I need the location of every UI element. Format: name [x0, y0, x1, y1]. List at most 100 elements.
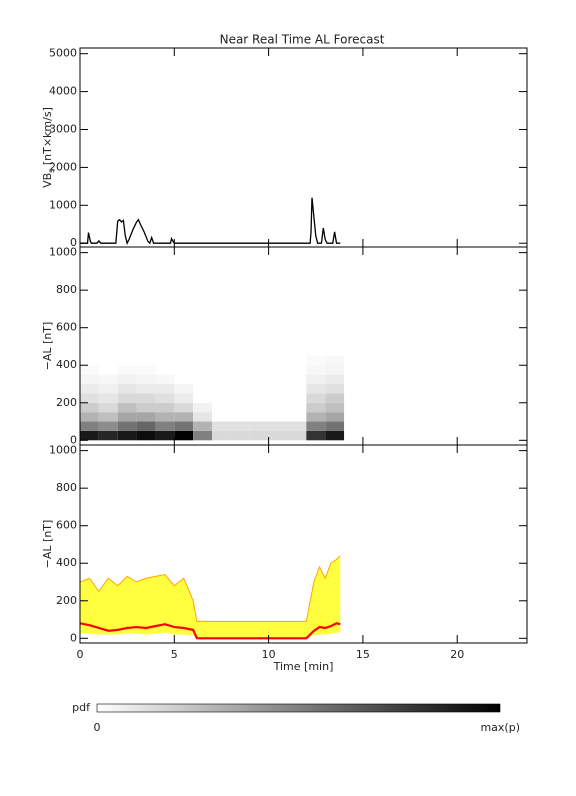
heat-cell: [249, 421, 269, 431]
heat-cell: [230, 384, 250, 394]
heat-cell: [155, 402, 175, 413]
heat-cell: [230, 365, 250, 375]
heat-cell: [212, 402, 231, 413]
heat-cell: [325, 365, 345, 375]
heat-cell: [287, 355, 307, 366]
heat-cell: [306, 355, 326, 366]
heat-cell: [249, 365, 269, 375]
heat-cell: [249, 402, 269, 413]
heat-cell: [212, 355, 231, 366]
heat-cell: [325, 374, 345, 385]
heat-cell: [155, 393, 175, 403]
x-tick-label: 20: [450, 648, 464, 661]
heat-cell: [230, 374, 250, 385]
heat-cell: [249, 384, 269, 394]
heat-cell: [268, 355, 288, 366]
heat-cell: [193, 430, 213, 441]
heat-cell: [306, 402, 326, 413]
heat-cell: [193, 421, 213, 431]
data-line: [80, 197, 341, 246]
median-line: [80, 622, 341, 640]
heat-cell: [98, 421, 118, 431]
y-tick-label: 1000: [49, 246, 77, 259]
heat-cell: [193, 402, 213, 413]
heat-cell: [212, 393, 231, 403]
heat-cell: [230, 430, 250, 441]
heat-cell: [174, 412, 194, 422]
y-tick-label: 400: [56, 358, 77, 371]
heat-cell: [174, 365, 194, 375]
y-tick-label: 1000: [49, 198, 77, 211]
colorbar-max: max(p): [480, 721, 520, 734]
heat-cell: [98, 402, 118, 413]
heat-cell: [268, 412, 288, 422]
heat-cell: [306, 384, 326, 394]
heat-cell: [287, 393, 307, 403]
heat-cell: [268, 393, 288, 403]
heat-cell: [155, 412, 175, 422]
heat-cell: [268, 402, 288, 413]
heat-cell: [174, 384, 194, 394]
heat-cell: [155, 374, 175, 385]
heat-cell: [80, 430, 99, 441]
heat-cell: [117, 421, 137, 431]
heat-cell: [136, 393, 156, 403]
heat-cell: [268, 365, 288, 375]
heat-cell: [325, 412, 345, 422]
heat-cell: [174, 402, 194, 413]
heat-cell: [249, 412, 269, 422]
heat-cell: [306, 374, 326, 385]
x-tick-label: 5: [171, 648, 178, 661]
heat-cell: [212, 365, 231, 375]
y-tick-label: 0: [70, 433, 77, 446]
heat-cell: [268, 374, 288, 385]
heat-cell: [117, 365, 137, 375]
heat-cell: [155, 384, 175, 394]
y-label-main: VB: [41, 173, 54, 188]
heat-cell: [212, 430, 231, 441]
heat-cell: [193, 412, 213, 422]
y-axis-label: −AL [nT]: [41, 322, 54, 371]
colorbar: [96, 703, 501, 713]
heat-cell: [287, 430, 307, 441]
heat-cell: [80, 412, 99, 422]
heat-cell: [136, 355, 156, 366]
x-axis-label: Time [min]: [273, 660, 334, 673]
heat-cell: [249, 393, 269, 403]
heat-cell: [155, 421, 175, 431]
y-tick-label: 2000: [49, 160, 77, 173]
heat-cell: [136, 365, 156, 375]
heat-cell: [230, 355, 250, 366]
heat-cell: [268, 384, 288, 394]
heat-cell: [193, 374, 213, 385]
heat-cell: [193, 355, 213, 366]
heat-cell: [230, 412, 250, 422]
x-tick-label: 10: [262, 648, 276, 661]
y-tick-label: 600: [56, 519, 77, 532]
colorbar-min: 0: [94, 721, 101, 734]
plot-area: [80, 555, 341, 640]
heat-cell: [80, 365, 99, 375]
heat-cell: [98, 374, 118, 385]
heat-cell: [80, 402, 99, 413]
axes-frame: [79, 444, 528, 644]
y-tick-label: 200: [56, 594, 77, 607]
heat-cell: [174, 393, 194, 403]
heat-cell: [136, 374, 156, 385]
heat-cell: [249, 374, 269, 385]
heat-cell: [306, 430, 326, 441]
heat-cell: [80, 421, 99, 431]
heat-cell: [287, 402, 307, 413]
y-tick-label: 5000: [49, 47, 77, 60]
band-upper: [80, 555, 341, 622]
y-tick-label: 800: [56, 283, 77, 296]
plot-area: [80, 355, 345, 441]
heat-cell: [174, 355, 194, 366]
y-tick-label: 1000: [49, 444, 77, 457]
colorbar-label: pdf: [72, 701, 91, 714]
heat-cell: [155, 430, 175, 441]
heat-cell: [117, 374, 137, 385]
y-axis-label: VBs [nT×km/s]: [41, 107, 56, 188]
x-tick-label: 15: [356, 648, 370, 661]
